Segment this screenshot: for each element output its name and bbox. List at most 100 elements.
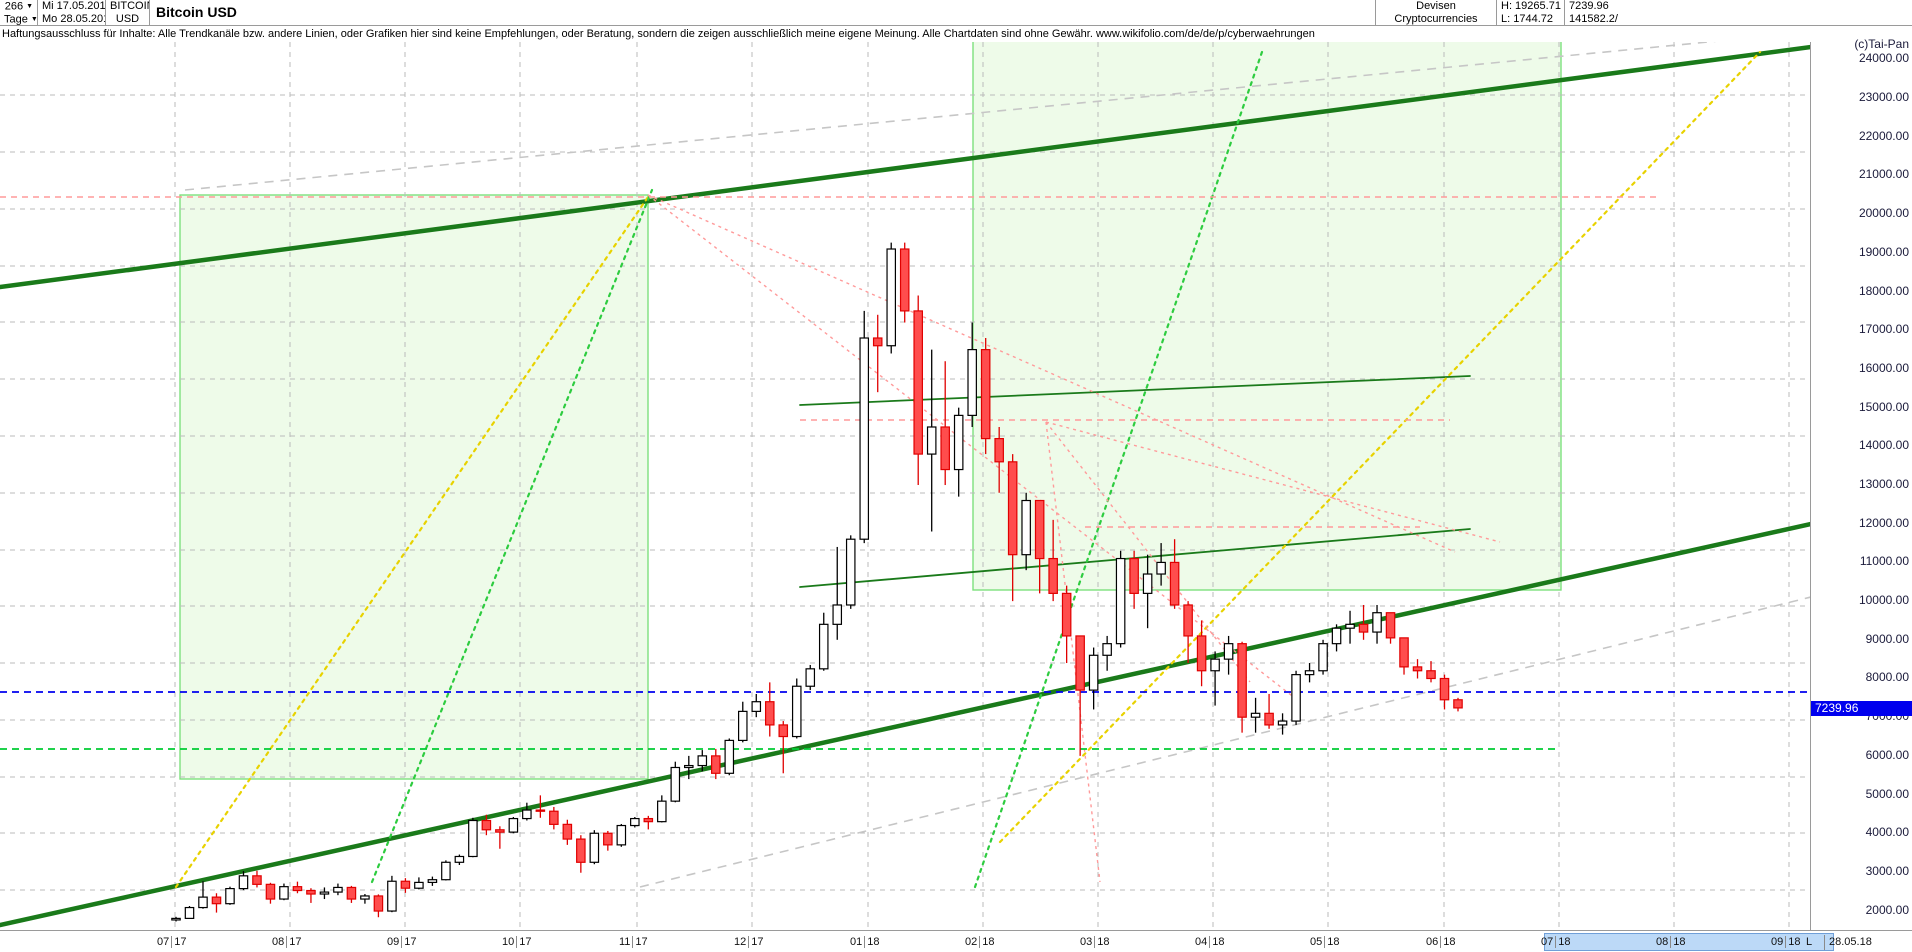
candle-body[interactable] — [292, 886, 303, 892]
candle-body[interactable] — [724, 739, 735, 774]
price-axis[interactable]: (c)Tai-Pan 24000.00 23000.00 22000.00 21000… — [1811, 38, 1912, 930]
candle-body[interactable] — [859, 337, 870, 540]
candle-body[interactable] — [967, 349, 977, 416]
candle-body[interactable] — [333, 886, 343, 893]
candle-body[interactable] — [346, 886, 357, 900]
candle-body[interactable] — [306, 889, 316, 895]
candle-body[interactable] — [953, 414, 964, 471]
candle-body[interactable] — [1129, 557, 1139, 594]
candle-body[interactable] — [319, 891, 330, 895]
candle-body[interactable] — [373, 895, 384, 912]
symbol-cell[interactable]: BITCOIN USD — [106, 0, 150, 26]
candle-body[interactable] — [481, 819, 492, 831]
candle-body[interactable] — [1345, 623, 1355, 629]
candle-body[interactable] — [913, 310, 923, 455]
candle-body[interactable] — [441, 861, 451, 881]
candle-body[interactable] — [1034, 499, 1045, 560]
candle-body[interactable] — [1277, 720, 1288, 726]
candle-body[interactable] — [791, 685, 802, 738]
candle-body[interactable] — [589, 832, 600, 863]
candle-body[interactable] — [940, 426, 950, 471]
candle-body[interactable] — [832, 604, 843, 625]
candle-body[interactable] — [427, 879, 438, 884]
candle-body[interactable] — [184, 906, 195, 919]
candle-body[interactable] — [616, 824, 627, 846]
candle-body[interactable] — [360, 895, 370, 900]
candle-body[interactable] — [1183, 604, 1193, 637]
candle-body[interactable] — [1439, 677, 1450, 701]
candle-body[interactable] — [1453, 699, 1463, 709]
candle-body[interactable] — [818, 623, 829, 670]
chevron-down-icon[interactable]: ▼ — [26, 3, 33, 10]
candle-body[interactable] — [1304, 670, 1315, 676]
candle-body[interactable] — [603, 832, 613, 846]
chart-canvas[interactable] — [0, 42, 1811, 930]
candle-body[interactable] — [1210, 658, 1220, 672]
candle-body[interactable] — [1291, 674, 1301, 722]
candle-body[interactable] — [643, 817, 654, 823]
candle-body[interactable] — [1237, 643, 1247, 718]
chart-plot-area[interactable] — [0, 42, 1811, 930]
candlestick-series[interactable] — [171, 242, 1463, 922]
chevron-down-icon[interactable]: ▼ — [30, 16, 37, 23]
candle-body[interactable] — [1318, 643, 1328, 672]
candle-body[interactable] — [872, 337, 883, 347]
candle-body[interactable] — [980, 349, 991, 440]
candle-body[interactable] — [454, 855, 465, 863]
candle-body[interactable] — [265, 883, 276, 900]
candle-body[interactable] — [1264, 712, 1274, 726]
time-axis-selection[interactable] — [1544, 933, 1834, 951]
candle-body[interactable] — [252, 875, 262, 885]
candle-body[interactable] — [211, 896, 222, 905]
candle-body[interactable] — [657, 800, 667, 823]
candle-body[interactable] — [778, 724, 789, 738]
candle-body[interactable] — [225, 887, 235, 905]
candle-body[interactable] — [238, 875, 249, 890]
candle-body[interactable] — [1075, 635, 1085, 691]
candle-body[interactable] — [751, 701, 762, 712]
candle-body[interactable] — [1048, 557, 1058, 594]
candle-body[interactable] — [522, 809, 532, 820]
candle-body[interactable] — [495, 829, 505, 833]
candle-body[interactable] — [468, 819, 478, 858]
candle-body[interactable] — [1250, 712, 1261, 718]
candle-body[interactable] — [1358, 623, 1369, 633]
candle-body[interactable] — [1385, 612, 1396, 639]
candle-body[interactable] — [1142, 573, 1153, 594]
candle-body[interactable] — [576, 838, 586, 863]
candle-body[interactable] — [899, 248, 910, 312]
candle-body[interactable] — [198, 896, 208, 909]
candle-body[interactable] — [1115, 557, 1126, 645]
candle-body[interactable] — [805, 668, 816, 687]
candle-body[interactable] — [886, 248, 897, 347]
candle-body[interactable] — [1331, 627, 1342, 645]
time-axis-scroll-marker[interactable]: L — [1806, 936, 1813, 948]
candle-body[interactable] — [630, 817, 640, 827]
candle-body[interactable] — [670, 766, 681, 802]
candle-body[interactable] — [764, 701, 775, 726]
candle-body[interactable] — [684, 764, 694, 769]
candle-body[interactable] — [1088, 654, 1099, 691]
candle-body[interactable] — [737, 710, 748, 742]
candle-body[interactable] — [994, 438, 1004, 463]
candle-body[interactable] — [1021, 499, 1031, 556]
candle-body[interactable] — [535, 809, 546, 812]
candle-body[interactable] — [508, 817, 519, 833]
candle-body[interactable] — [711, 755, 721, 774]
candle-body[interactable] — [400, 880, 411, 889]
candle-body[interactable] — [697, 755, 708, 767]
time-axis[interactable]: 07 17 08 17 09 17 10 17 11 17 12 17 01 18 02 18 03 18 04 18… — [0, 930, 1912, 952]
candle-body[interactable] — [845, 538, 856, 606]
candle-body[interactable] — [1372, 612, 1382, 633]
candle-body[interactable] — [171, 917, 181, 921]
candle-body[interactable] — [1102, 643, 1112, 656]
candle-body[interactable] — [387, 880, 397, 912]
candle-body[interactable] — [1426, 670, 1436, 680]
candle-body[interactable] — [279, 886, 289, 900]
candle-body[interactable] — [562, 823, 573, 840]
candle-body[interactable] — [1061, 592, 1072, 637]
candle-body[interactable] — [1156, 561, 1166, 575]
candle-body[interactable] — [549, 810, 559, 825]
candle-body[interactable] — [1399, 637, 1409, 668]
candle-body[interactable] — [1196, 635, 1207, 672]
